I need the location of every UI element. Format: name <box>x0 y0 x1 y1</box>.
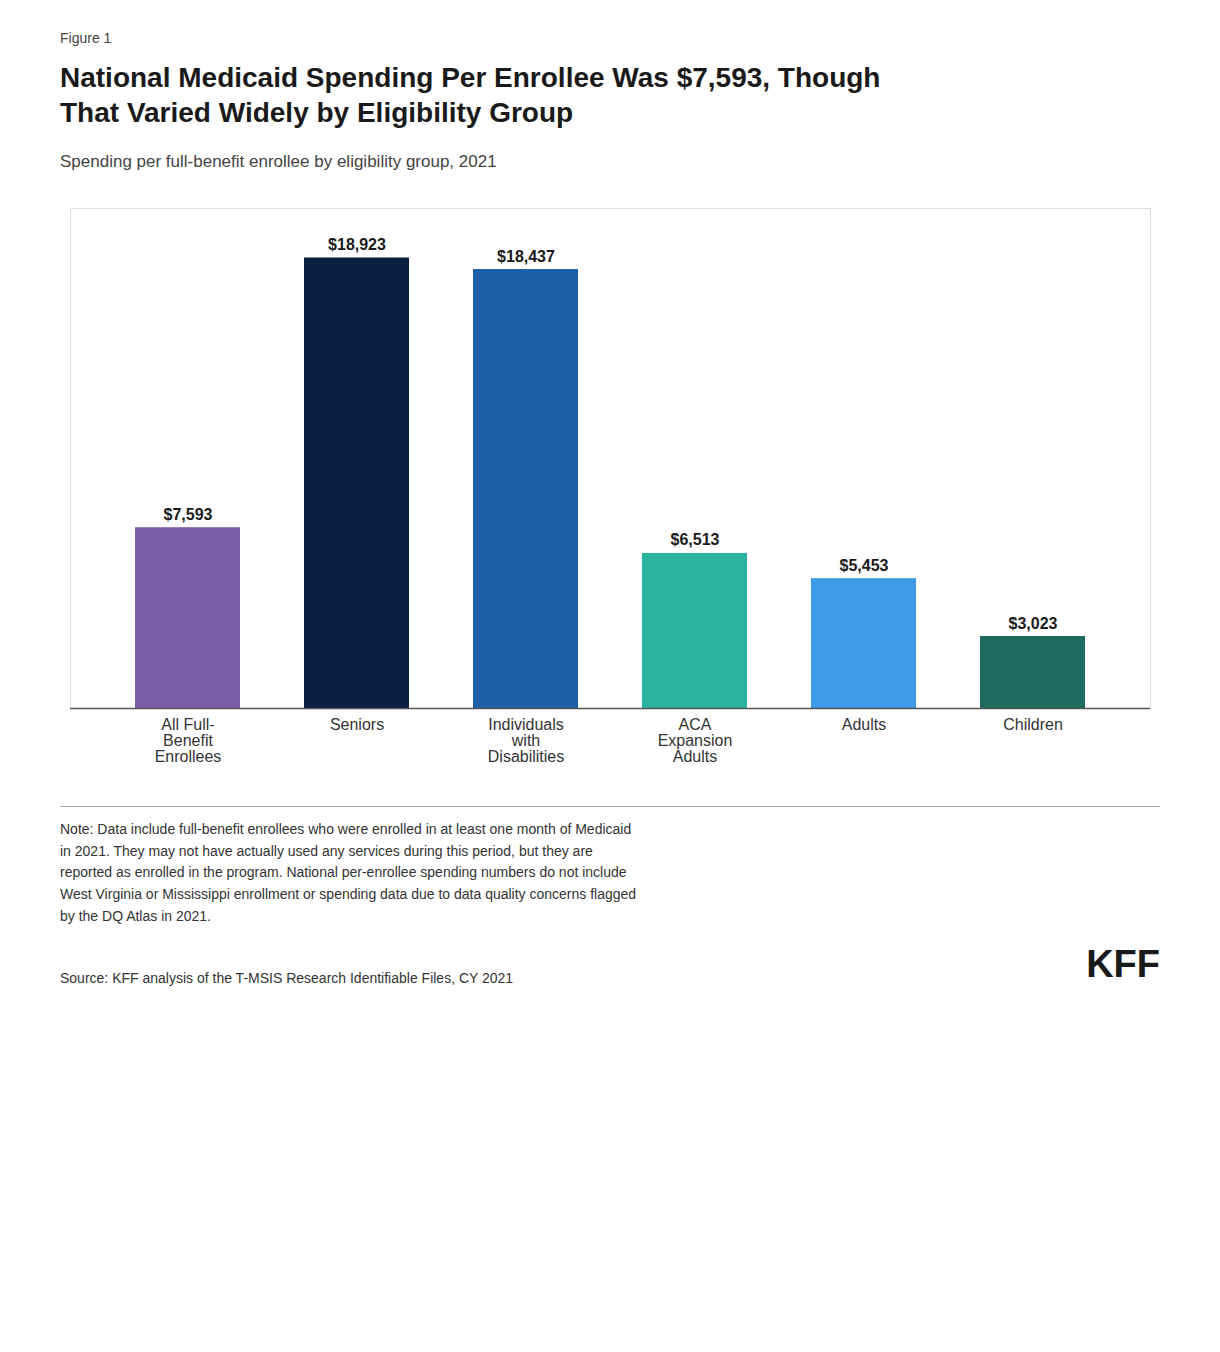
svg-text:ACAExpansionAdults: ACAExpansionAdults <box>658 716 733 765</box>
svg-text:$18,437: $18,437 <box>497 248 555 265</box>
svg-text:Seniors: Seniors <box>330 716 384 733</box>
svg-text:Adults: Adults <box>842 716 886 733</box>
svg-text:$5,453: $5,453 <box>840 557 889 574</box>
svg-text:$3,023: $3,023 <box>1009 615 1058 632</box>
svg-text:All Full-BenefitEnrollees: All Full-BenefitEnrollees <box>155 716 222 765</box>
html-text:Figure 1: Figure 1 <box>60 30 112 46</box>
svg-text:$6,513: $6,513 <box>671 531 720 548</box>
svg-text:$18,923: $18,923 <box>328 236 386 253</box>
html-text:Spending per full-benefit enro: Spending per full-benefit enrollee by el… <box>60 152 497 171</box>
svg-text:IndividualswithDisabilities: IndividualswithDisabilities <box>488 716 564 765</box>
svg-text:Children: Children <box>1003 716 1063 733</box>
html-text:National Medicaid Spending Per: National Medicaid Spending Per Enrollee … <box>60 62 881 128</box>
html-text:Note: Data include full-benefi: Note: Data include full-benefit enrollee… <box>60 821 637 924</box>
svg-text:$7,593: $7,593 <box>164 506 213 523</box>
html-text:Source: KFF analysis of the T-: Source: KFF analysis of the T-MSIS Resea… <box>60 970 514 987</box>
html-text:KFF: KFF <box>1086 943 1160 986</box>
